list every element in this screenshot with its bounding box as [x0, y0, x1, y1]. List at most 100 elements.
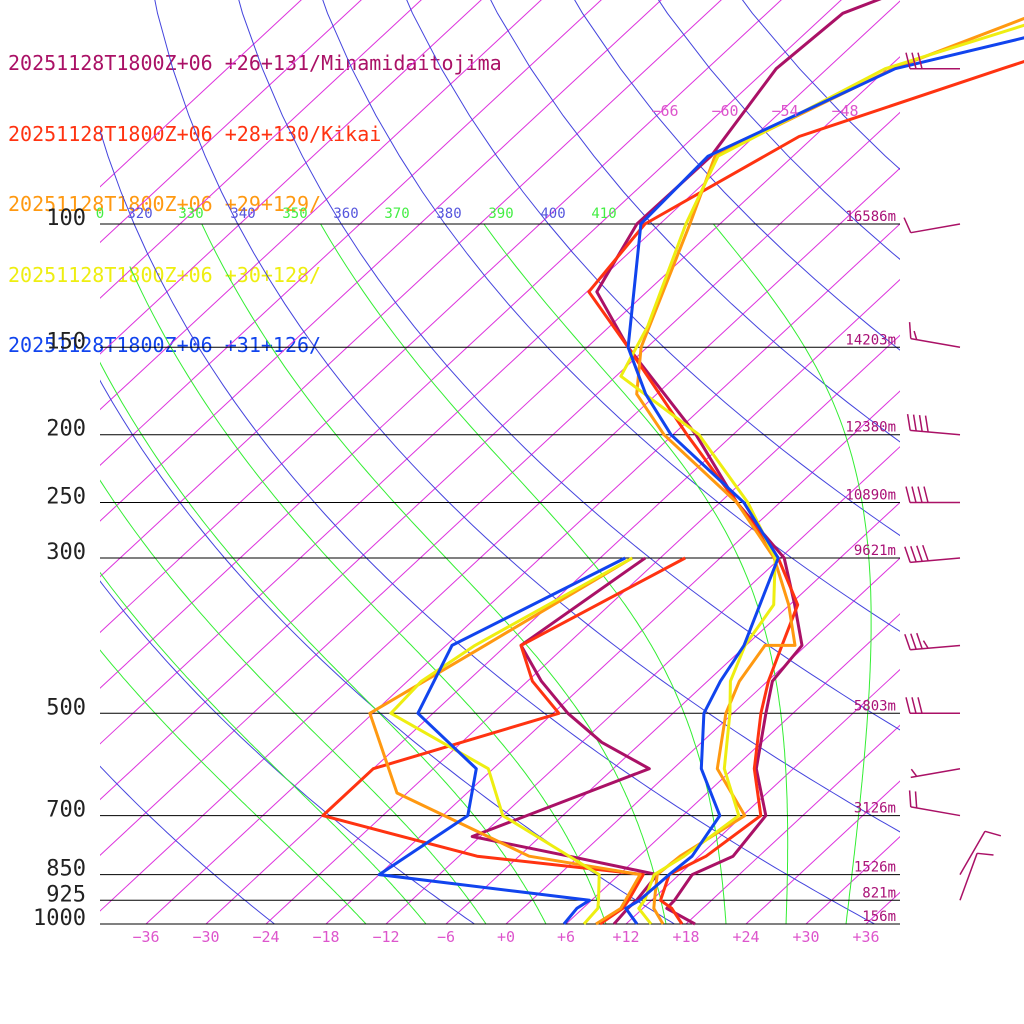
isotherm-line	[385, 446, 900, 924]
theta-label: 400	[540, 206, 565, 222]
temperature-profile-series-0	[595, 0, 882, 926]
wind-barb	[905, 486, 960, 504]
isotherm-line	[100, 0, 542, 411]
height-label: 12380m	[845, 420, 896, 436]
dewpoint-profile-series-2	[368, 556, 642, 926]
isotherm-line	[100, 0, 662, 522]
isotherm-top-label: −48	[831, 102, 858, 120]
temperature-tick-label: −6	[437, 928, 455, 946]
temperature-profile-series-2	[635, 16, 1024, 925]
dry-adiabat-line	[238, 0, 900, 731]
temperature-tick-label: −12	[372, 928, 399, 946]
temperature-profile-series-3	[619, 23, 1024, 925]
height-label: 3126m	[854, 801, 896, 817]
isotherm-line	[265, 334, 900, 924]
temperature-tick-label: +12	[612, 928, 639, 946]
wind-barb	[904, 632, 961, 651]
moist-adiabat-line	[100, 571, 427, 924]
temperature-tick-label: +18	[672, 928, 699, 946]
temperature-tick-label: −36	[132, 928, 159, 946]
temperature-tick-label: +24	[732, 928, 759, 946]
temperature-profile-series-1	[587, 60, 1024, 925]
theta-label: 0	[96, 206, 104, 222]
wind-barb	[959, 852, 994, 901]
isotherm-line	[505, 557, 900, 924]
isotherm-line	[805, 836, 900, 924]
moist-adiabat-line	[129, 266, 607, 924]
theta-label: 380	[436, 206, 461, 222]
legend-entry-31-126: 20251128T1800Z+06 +31+126/	[8, 333, 322, 357]
wind-barb	[908, 322, 961, 349]
isotherm-line	[100, 0, 362, 244]
wind-barb	[904, 544, 961, 564]
isotherm-top-label: −54	[771, 102, 798, 120]
isotherm-line	[145, 223, 900, 924]
theta-label: 360	[333, 206, 358, 222]
isotherm-line	[100, 56, 900, 801]
dry-adiabat-line	[574, 0, 900, 351]
wind-barb	[959, 830, 1002, 875]
height-label: 1526m	[854, 860, 896, 876]
legend-entry-kikai: 20251128T1800Z+06 +28+130/Kikai	[8, 121, 382, 146]
dewpoint-profile-series-4	[377, 556, 626, 925]
temperature-tick-label: −18	[312, 928, 339, 946]
dewpoint-profile-series-1	[321, 556, 686, 926]
isotherm-line	[100, 111, 900, 856]
temperature-tick-label: −24	[252, 928, 279, 946]
height-label: 16586m	[845, 209, 896, 225]
isotherm-top-label: −66	[651, 102, 678, 120]
temperature-tick-label: +30	[792, 928, 819, 946]
temperature-tick-label: +36	[852, 928, 879, 946]
pressure-label: 925	[46, 882, 86, 907]
wind-barb	[910, 767, 961, 779]
theta-label: 340	[230, 206, 255, 222]
isotherm-line	[205, 278, 900, 924]
pressure-label: 700	[46, 798, 86, 823]
theta-label: 390	[488, 206, 513, 222]
height-label: 9621m	[854, 543, 896, 559]
legend-entry-29-129: 20251128T1800Z+06 +29+129/	[8, 192, 322, 216]
dry-adiabat-line	[322, 0, 900, 632]
temperature-tick-label: −30	[192, 928, 219, 946]
height-label: 10890m	[845, 488, 896, 504]
pressure-label: 250	[46, 485, 86, 510]
moist-adiabat-line	[100, 361, 547, 924]
pressure-label: 150	[46, 329, 86, 354]
isotherm-line	[565, 613, 900, 924]
pressure-label: 200	[46, 417, 86, 442]
isotherm-line	[625, 668, 900, 924]
isotherm-line	[100, 167, 900, 912]
temperature-tick-label: +6	[557, 928, 575, 946]
legend: 20251128T1800Z+06 +26+131/Minamidaitojim…	[8, 5, 502, 381]
dry-adiabat-line	[100, 765, 276, 924]
isotherm-line	[100, 0, 602, 467]
isotherm-line	[100, 0, 842, 689]
wind-barb	[903, 217, 961, 234]
wind-barb	[908, 790, 961, 817]
dry-adiabat-line	[657, 0, 900, 260]
wind-barb	[906, 413, 961, 436]
wind-barb	[905, 697, 960, 715]
isotherm-line	[100, 0, 722, 578]
pressure-label: 500	[46, 695, 86, 720]
theta-label: 350	[282, 206, 307, 222]
pressure-label: 850	[46, 857, 86, 882]
dry-adiabat-line	[100, 128, 876, 924]
isotherm-line	[100, 0, 422, 299]
isotherm-top-label: −60	[711, 102, 738, 120]
pressure-label: 100	[46, 206, 86, 231]
isotherm-line	[910, 0, 1024, 939]
moist-adiabat-line	[100, 479, 487, 924]
isotherm-line	[100, 0, 482, 355]
isotherm-line	[685, 724, 900, 924]
isotherm-line	[445, 501, 900, 924]
temperature-profile-series-4	[624, 36, 1024, 925]
theta-label: 330	[178, 206, 203, 222]
pressure-label: 1000	[33, 906, 86, 931]
temperature-tick-label: +0	[497, 928, 515, 946]
wind-barb	[905, 52, 960, 70]
isotherm-line	[970, 0, 1024, 939]
theta-label: 410	[591, 206, 616, 222]
moist-adiabat-line	[100, 649, 367, 924]
